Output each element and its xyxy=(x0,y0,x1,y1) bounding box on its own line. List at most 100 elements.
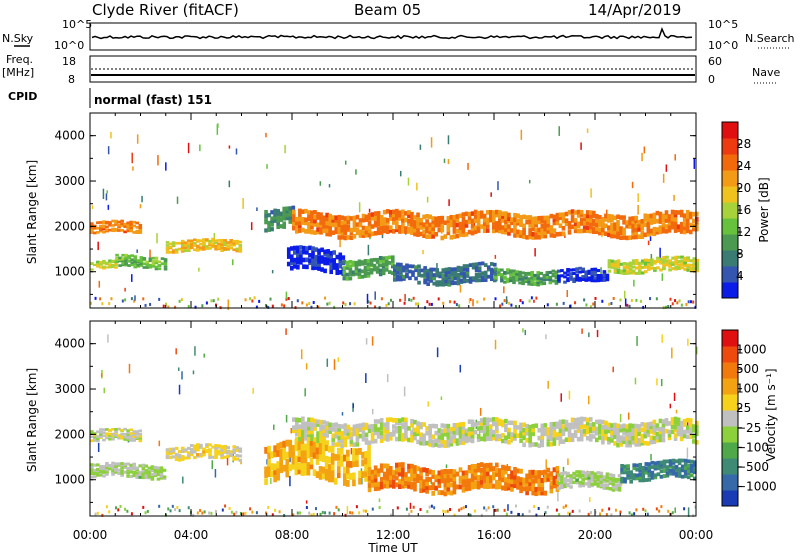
heatmap-cell xyxy=(455,438,460,443)
heatmap-cell xyxy=(342,260,347,264)
heatmap-cell xyxy=(99,266,103,269)
heatmap-cell xyxy=(342,266,347,270)
heatmap-cell xyxy=(531,442,535,447)
heatmap-cell xyxy=(631,223,635,229)
heatmap-cell xyxy=(616,264,621,269)
heatmap-cell xyxy=(96,231,100,234)
heatmap-cell xyxy=(558,419,563,425)
heatmap-cell xyxy=(147,466,152,470)
heatmap-cell xyxy=(135,231,140,234)
heatmap-cell xyxy=(381,271,386,276)
heatmap-cell xyxy=(325,428,329,434)
heatmap-cell xyxy=(622,235,626,240)
heatmap-cell xyxy=(659,465,664,470)
heatmap-cell xyxy=(425,440,429,446)
heatmap-cell xyxy=(458,440,463,445)
heatmap-cell xyxy=(199,246,203,250)
heatmap-cell xyxy=(501,211,505,216)
colorbar-swatch xyxy=(722,186,738,203)
heatmap-cell xyxy=(611,482,616,486)
heatmap-cell xyxy=(507,227,511,233)
heatmap-cell xyxy=(111,466,115,470)
heatmap-cell xyxy=(610,423,614,428)
heatmap-cell xyxy=(622,423,626,429)
heatmap-cell xyxy=(555,470,560,476)
heatmap-cell xyxy=(519,430,523,436)
heatmap-cell xyxy=(370,423,375,429)
heatmap-cell xyxy=(626,471,630,475)
heatmap-cell xyxy=(570,214,575,219)
heatmap-cell xyxy=(300,443,305,451)
heatmap-cell xyxy=(464,438,469,444)
heatmap-cell xyxy=(598,222,602,227)
heatmap-cell xyxy=(352,472,356,480)
heatmap-cell xyxy=(593,270,598,274)
heatmap-cell xyxy=(308,301,311,305)
heatmap-cell xyxy=(649,435,654,441)
heatmap-cell xyxy=(582,224,587,230)
heatmap-cell xyxy=(452,422,457,428)
heatmap-cell xyxy=(299,250,303,255)
heatmap-cell xyxy=(542,276,547,280)
heatmap-cell xyxy=(570,424,575,430)
heatmap-cell xyxy=(244,511,247,515)
heatmap-cell xyxy=(685,214,690,219)
heatmap-cell xyxy=(694,505,697,509)
heatmap-cell xyxy=(647,462,652,467)
heatmap-cell xyxy=(489,267,494,272)
heatmap-cell xyxy=(470,463,475,469)
heatmap-cell xyxy=(588,433,593,439)
heatmap-cell xyxy=(361,217,366,223)
heatmap-cell xyxy=(510,482,514,488)
heatmap-cell xyxy=(519,480,523,486)
heatmap-cell xyxy=(680,474,685,479)
heatmap-cell xyxy=(168,456,173,460)
heatmap-cell xyxy=(306,462,311,470)
heatmap-cell xyxy=(333,305,336,309)
heatmap-cell xyxy=(488,428,493,434)
heatmap-cell xyxy=(567,511,570,515)
heatmap-cell xyxy=(452,484,457,490)
heatmap-cell xyxy=(337,430,342,436)
heatmap-cell xyxy=(506,277,510,281)
colorbar-swatch xyxy=(722,202,738,219)
heatmap-cell xyxy=(102,474,106,478)
heatmap-cell xyxy=(652,439,657,445)
heatmap-cell xyxy=(320,255,324,260)
heatmap-cell xyxy=(683,471,688,476)
heatmap-cell xyxy=(310,426,314,431)
heatmap-cell xyxy=(685,228,690,234)
heatmap-cell xyxy=(616,427,620,432)
heatmap-cell xyxy=(435,280,440,285)
heatmap-cell xyxy=(533,299,535,303)
heatmap-cell xyxy=(264,478,268,486)
heatmap-cell xyxy=(470,211,475,216)
heatmap-cell xyxy=(189,246,194,250)
heatmap-cell xyxy=(599,480,604,484)
heatmap-cell xyxy=(127,256,131,260)
heatmap-cell xyxy=(133,299,136,303)
heatmap-cell xyxy=(117,468,121,472)
heatmap-cell xyxy=(186,454,191,458)
heatmap-cell xyxy=(102,267,106,270)
heatmap-cell xyxy=(625,223,629,229)
heatmap-cell xyxy=(229,241,234,244)
heatmap-cell xyxy=(455,303,458,307)
heatmap-cell xyxy=(126,227,130,230)
heatmap-cell xyxy=(582,213,587,219)
heatmap-cell xyxy=(552,425,557,431)
colorbar-swatch xyxy=(722,378,738,395)
heatmap-cell xyxy=(518,277,522,281)
heatmap-cell xyxy=(628,235,632,240)
heatmap-cell xyxy=(461,220,466,226)
heatmap-cell xyxy=(352,227,357,233)
heatmap-cell xyxy=(307,216,311,222)
heatmap-cell xyxy=(558,231,563,237)
heatmap-cell xyxy=(364,232,369,238)
heatmap-cell xyxy=(332,250,337,255)
heatmap-cell xyxy=(102,224,106,228)
heatmap-cell xyxy=(291,205,296,210)
heatmap-cell xyxy=(422,250,424,255)
heatmap-cell xyxy=(419,436,423,442)
heatmap-cell xyxy=(519,422,523,428)
